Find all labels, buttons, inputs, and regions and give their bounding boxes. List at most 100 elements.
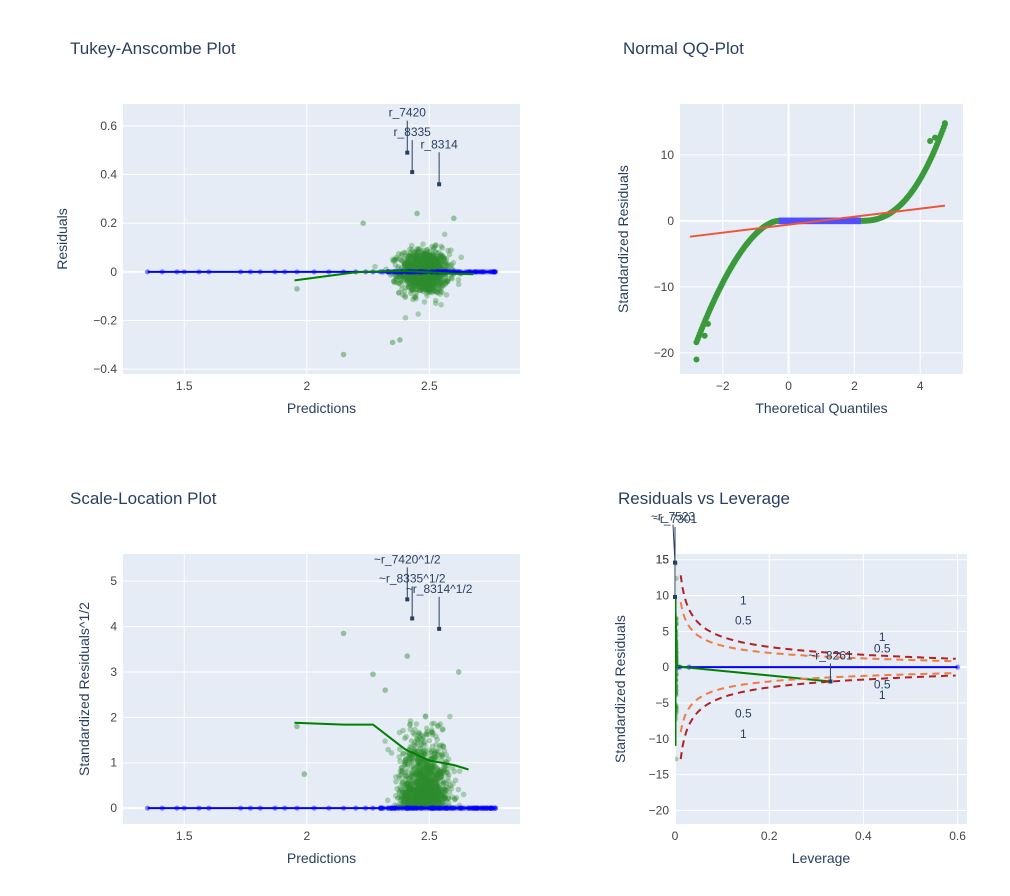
data-point [404, 789, 410, 795]
data-point [415, 782, 422, 789]
data-point [400, 801, 406, 807]
y-tick-label: 3 [110, 665, 117, 679]
data-point [434, 290, 441, 296]
data-point [417, 802, 424, 808]
data-point [436, 789, 442, 795]
data-point [424, 287, 431, 294]
baseline-point [311, 805, 317, 811]
data-point [428, 775, 434, 782]
data-point [431, 265, 438, 272]
data-point [397, 278, 404, 284]
data-point [431, 274, 438, 280]
data-point [415, 265, 421, 272]
smoother-line [294, 721, 469, 771]
data-point [415, 774, 421, 780]
data-point [395, 263, 401, 270]
data-point [411, 273, 417, 279]
baseline-point [418, 805, 424, 811]
data-point [443, 787, 449, 793]
data-point [399, 272, 405, 279]
data-point [406, 272, 413, 278]
data-point [402, 293, 408, 299]
data-point [417, 284, 423, 290]
data-point [439, 800, 446, 806]
data-point [432, 265, 439, 272]
data-point [423, 769, 430, 775]
data-point [423, 266, 430, 273]
data-point [436, 260, 442, 266]
data-point [410, 786, 416, 793]
data-point [414, 796, 421, 803]
data-point [417, 273, 424, 280]
data-point [413, 261, 419, 268]
data-point [418, 282, 425, 288]
data-point [411, 294, 418, 301]
data-point [441, 767, 447, 774]
data-point [419, 763, 425, 770]
data-point [411, 252, 417, 259]
data-point [445, 275, 452, 282]
data-point [406, 786, 413, 793]
data-point [422, 779, 428, 786]
data-point [424, 252, 430, 259]
data-point [415, 732, 421, 738]
data-point [420, 283, 427, 289]
data-point [422, 278, 429, 285]
data-point [404, 798, 410, 805]
data-point [421, 251, 428, 257]
data-point [294, 286, 300, 292]
x-tick-label: 0 [785, 379, 792, 393]
data-point [421, 800, 427, 807]
data-point [434, 782, 441, 789]
data-point [427, 777, 433, 783]
data-point [419, 286, 425, 292]
data-point [420, 252, 427, 259]
baseline-point [411, 805, 417, 811]
data-point [439, 786, 445, 793]
data-point [435, 258, 441, 264]
data-point [425, 789, 432, 795]
data-point [420, 241, 426, 247]
data-point [401, 792, 407, 798]
data-point [422, 785, 429, 791]
data-point [415, 799, 421, 805]
data-point [427, 769, 434, 776]
x-tick-label: 4 [917, 379, 924, 393]
data-point [431, 786, 438, 792]
data-point [416, 787, 423, 793]
data-point [435, 789, 442, 795]
data-point [429, 763, 436, 769]
data-point [432, 774, 438, 780]
data-point [418, 258, 425, 264]
data-point [401, 288, 408, 295]
data-point [443, 769, 450, 776]
data-point [414, 756, 421, 763]
baseline-point [407, 805, 413, 811]
data-point [423, 254, 429, 261]
y-tick-label: 10 [661, 148, 675, 162]
data-point [426, 274, 433, 280]
data-point [432, 274, 438, 281]
data-point [426, 282, 433, 289]
data-point [442, 802, 448, 809]
data-point [409, 271, 416, 278]
baseline-point [399, 805, 405, 811]
data-point [403, 793, 409, 799]
data-point [407, 721, 413, 727]
data-point [419, 774, 426, 780]
data-point [418, 749, 425, 756]
data-point [430, 246, 436, 253]
data-point [422, 782, 429, 789]
data-point [429, 767, 435, 774]
data-point [438, 251, 444, 258]
data-point [430, 278, 436, 284]
baseline-point [492, 269, 498, 275]
data-point [427, 256, 433, 263]
data-point [392, 276, 399, 283]
data-point [412, 277, 418, 283]
data-point [429, 768, 436, 775]
data-point [432, 274, 439, 281]
data-point [428, 798, 435, 805]
data-point [418, 797, 425, 803]
data-point [390, 278, 397, 285]
